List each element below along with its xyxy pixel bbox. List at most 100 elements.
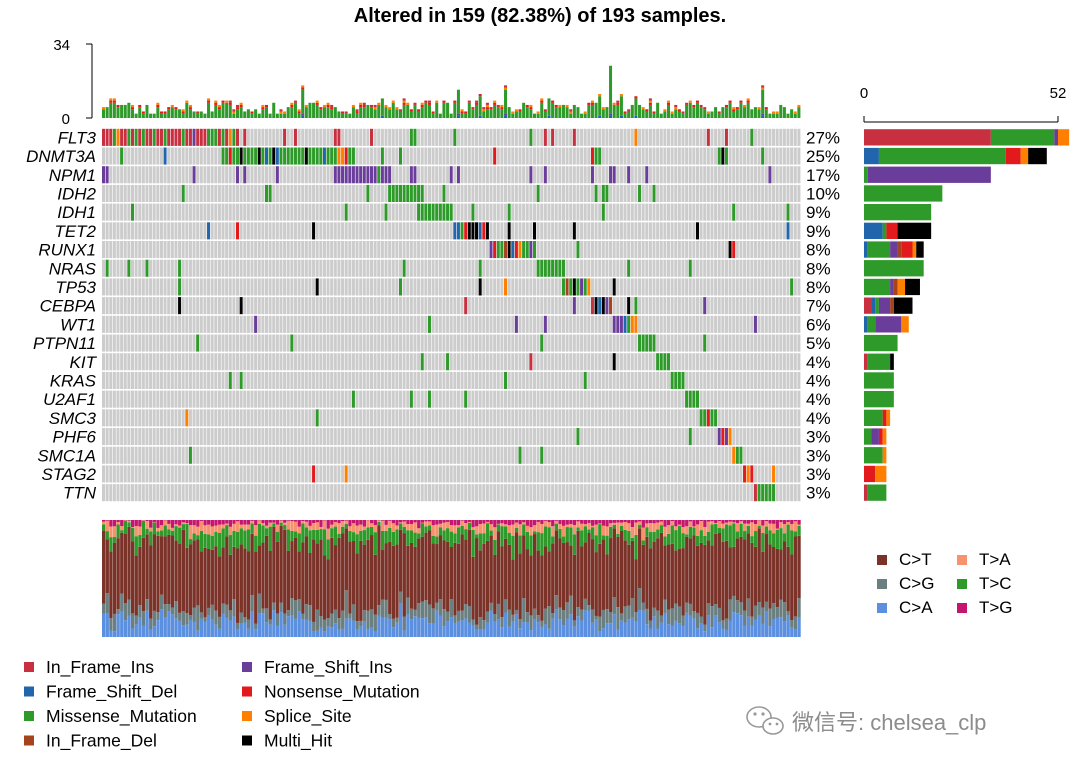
cell-cebpa-191 bbox=[793, 297, 797, 315]
titv-bar-57 bbox=[308, 525, 312, 531]
cell-tet2-38 bbox=[239, 222, 243, 240]
cell-ttn-31 bbox=[214, 484, 218, 502]
cell-ttn-39 bbox=[243, 484, 247, 502]
titv-bar-93 bbox=[438, 599, 443, 616]
cell-ttn-143 bbox=[619, 484, 623, 502]
cell-wt1-151 bbox=[648, 315, 652, 333]
cell-flt3-67 bbox=[344, 128, 348, 146]
cell-flt3-139 bbox=[605, 128, 609, 146]
cell-flt3-5 bbox=[120, 128, 124, 146]
cell-smc3-70 bbox=[355, 409, 359, 427]
cell-wt1-111 bbox=[504, 315, 508, 333]
cell-smc1a-20 bbox=[174, 446, 178, 464]
cell-smc1a-58 bbox=[312, 446, 316, 464]
cell-tp53-34 bbox=[225, 278, 229, 296]
cell-phf6-109 bbox=[496, 428, 500, 446]
cell-idh2-126 bbox=[558, 184, 562, 202]
titv-bar-19 bbox=[170, 520, 175, 528]
cell-ptpn11-146 bbox=[630, 334, 634, 352]
cell-phf6-17 bbox=[163, 428, 167, 446]
cell-dnmt3a-107 bbox=[489, 147, 493, 165]
cell-idh2-39 bbox=[243, 184, 247, 202]
cell-nras-37 bbox=[236, 259, 240, 277]
cell-npm1-12 bbox=[145, 166, 149, 184]
cell-ttn-169 bbox=[714, 484, 718, 502]
titv-bar-89 bbox=[424, 600, 428, 618]
cell-ttn-112 bbox=[507, 484, 511, 502]
titv-bar-25 bbox=[192, 607, 196, 622]
cell-runx1-145 bbox=[627, 241, 631, 259]
cell-ptpn11-13 bbox=[149, 334, 153, 352]
cell-kit-174 bbox=[732, 353, 736, 371]
titv-bar-79 bbox=[388, 619, 392, 637]
cell-tet2-127 bbox=[561, 222, 565, 240]
cell-tet2-81 bbox=[395, 222, 399, 240]
cell-flt3-11 bbox=[141, 128, 145, 146]
cell-kras-37 bbox=[236, 371, 240, 389]
pct-label-ttn: 3% bbox=[806, 484, 831, 503]
cell-idh2-21 bbox=[178, 184, 182, 202]
cell-idh1-90 bbox=[427, 203, 431, 221]
cell-ttn-137 bbox=[598, 484, 602, 502]
cell-flt3-102 bbox=[471, 128, 475, 146]
cell-cebpa-78 bbox=[384, 297, 388, 315]
cell-idh2-40 bbox=[246, 184, 250, 202]
cell-nras-98 bbox=[456, 259, 460, 277]
cell-smc1a-7 bbox=[127, 446, 131, 464]
cell-cebpa-1 bbox=[105, 297, 109, 315]
cell-wt1-38 bbox=[239, 315, 243, 333]
cell-smc1a-148 bbox=[638, 446, 642, 464]
cell-idh1-24 bbox=[188, 203, 192, 221]
cell-phf6-131 bbox=[576, 428, 580, 446]
cell-u2af1-190 bbox=[790, 390, 794, 408]
cell-flt3-40 bbox=[246, 128, 250, 146]
cell-flt3-155 bbox=[663, 128, 667, 146]
tmb-bar-24 bbox=[188, 107, 192, 110]
cell-nras-21 bbox=[178, 259, 182, 277]
cell-stag2-182 bbox=[761, 465, 765, 483]
cell-phf6-50 bbox=[283, 428, 287, 446]
cell-smc3-153 bbox=[656, 409, 660, 427]
titv-bar-70 bbox=[355, 534, 359, 554]
cell-kit-64 bbox=[333, 353, 337, 371]
titv-bar-81 bbox=[395, 622, 399, 637]
cell-cebpa-126 bbox=[558, 297, 562, 315]
cell-npm1-177 bbox=[743, 166, 747, 184]
cell-tet2-79 bbox=[388, 222, 392, 240]
cell-flt3-123 bbox=[547, 128, 551, 146]
cell-smc1a-79 bbox=[388, 446, 392, 464]
cell-ttn-139 bbox=[605, 484, 609, 502]
cell-cebpa-134 bbox=[587, 297, 591, 315]
cell-npm1-129 bbox=[569, 166, 573, 184]
titv-bar-28 bbox=[203, 547, 207, 618]
cell-runx1-133 bbox=[583, 241, 587, 259]
tmb-bar-145 bbox=[627, 111, 631, 118]
titv-bar-77 bbox=[380, 520, 385, 531]
cell-idh1-141 bbox=[612, 203, 616, 221]
cell-runx1-123 bbox=[547, 241, 551, 259]
cell-kras-39 bbox=[243, 371, 247, 389]
cell-kit-131 bbox=[576, 353, 580, 371]
cell-ttn-72 bbox=[362, 484, 366, 502]
cell-wt1-73 bbox=[366, 315, 370, 333]
cell-stag2-132 bbox=[580, 465, 584, 483]
cell-phf6-111 bbox=[504, 428, 508, 446]
titv-bar-72 bbox=[362, 530, 367, 546]
cell-stag2-153 bbox=[656, 465, 660, 483]
cell-tet2-8 bbox=[130, 222, 134, 240]
cell-wt1-57 bbox=[308, 315, 312, 333]
cell-kras-87 bbox=[417, 371, 421, 389]
cell-npm1-5 bbox=[120, 166, 124, 184]
cell-kit-77 bbox=[380, 353, 384, 371]
cell-wt1-17 bbox=[163, 315, 167, 333]
tmb-bar-79 bbox=[388, 109, 392, 118]
cell-kras-183 bbox=[764, 371, 768, 389]
cell-wt1-148 bbox=[638, 315, 642, 333]
cell-ptpn11-74 bbox=[370, 334, 374, 352]
cell-idh1-22 bbox=[181, 203, 185, 221]
titv-bar-51 bbox=[286, 520, 291, 530]
cell-u2af1-66 bbox=[341, 390, 345, 408]
cell-smc3-119 bbox=[532, 409, 537, 427]
tmb-bar-161 bbox=[685, 102, 689, 105]
titv-bar-27 bbox=[199, 612, 204, 619]
